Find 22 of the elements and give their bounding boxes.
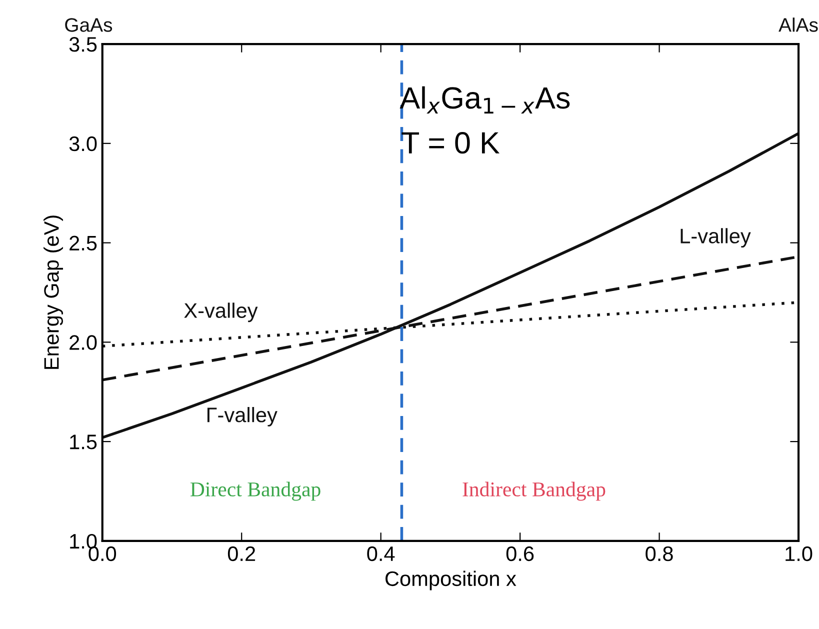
text: GaAs (65, 18, 112, 32)
annotation: Indirect Bandgap (462, 482, 606, 501)
text: T = 0 K (402, 132, 500, 154)
y-tick-label: 2.0 (70, 335, 97, 350)
text: AlAs (778, 18, 818, 32)
annotation: L-valley (680, 228, 751, 248)
y-tick-label: 2.5 (70, 236, 97, 251)
x-tick-label: 0.4 (367, 546, 395, 562)
y-tick-label: 3.5 (69, 37, 97, 52)
x-tick-label: 1.0 (786, 546, 812, 562)
y-tick-label: 3.0 (69, 136, 97, 152)
y-axis-title: Energy Gap (eV) (44, 216, 63, 369)
line-series (102, 132, 799, 439)
text: Al$_{x}$Ga$_{1−x}$As (400, 86, 570, 114)
x-tick-label: 0.6 (506, 546, 534, 562)
y-tick-label: 1.5 (70, 434, 97, 450)
annotation: Direct Bandgap (190, 482, 320, 501)
annotation: X-valley (184, 302, 258, 322)
x-axis-title: Composition x (386, 570, 516, 590)
annotation: Γ-valley (207, 407, 278, 426)
x-tick-label: 0.2 (228, 546, 256, 562)
x-tick-label: 0.8 (646, 546, 673, 562)
